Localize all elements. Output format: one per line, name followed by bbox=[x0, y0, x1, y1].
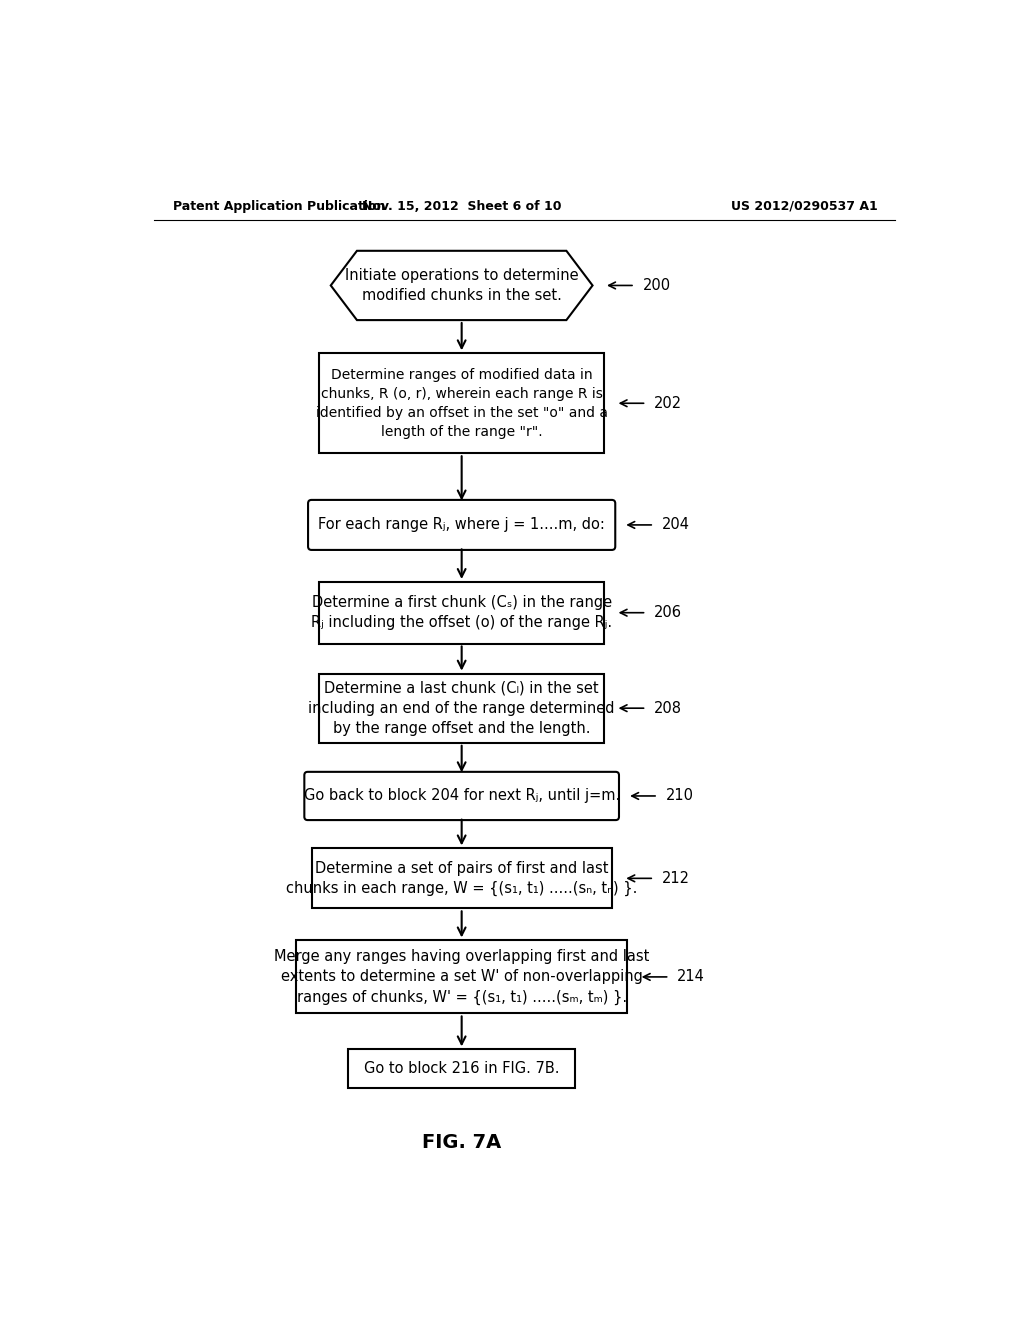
Text: Determine ranges of modified data in
chunks, R (o, r), wherein each range R is
i: Determine ranges of modified data in chu… bbox=[315, 368, 607, 438]
Text: FIG. 7A: FIG. 7A bbox=[422, 1133, 502, 1152]
Text: US 2012/0290537 A1: US 2012/0290537 A1 bbox=[731, 199, 878, 213]
Bar bbox=[319, 673, 604, 743]
Text: Determine a first chunk (Cₛ) in the range
Rⱼ including the offset (o) of the ran: Determine a first chunk (Cₛ) in the rang… bbox=[311, 595, 612, 631]
Bar bbox=[319, 582, 604, 644]
Text: 204: 204 bbox=[662, 517, 690, 532]
Text: 202: 202 bbox=[654, 396, 682, 411]
Text: Initiate operations to determine
modified chunks in the set.: Initiate operations to determine modifie… bbox=[345, 268, 579, 304]
Bar bbox=[296, 940, 628, 1014]
Text: 208: 208 bbox=[654, 701, 682, 715]
Polygon shape bbox=[331, 251, 593, 321]
FancyBboxPatch shape bbox=[308, 500, 615, 550]
Text: Nov. 15, 2012  Sheet 6 of 10: Nov. 15, 2012 Sheet 6 of 10 bbox=[361, 199, 561, 213]
Bar bbox=[311, 849, 611, 908]
Text: Determine a last chunk (Cₗ) in the set
including an end of the range determined
: Determine a last chunk (Cₗ) in the set i… bbox=[308, 680, 614, 737]
Bar bbox=[319, 354, 604, 453]
Text: Patent Application Publication: Patent Application Publication bbox=[173, 199, 385, 213]
Text: 212: 212 bbox=[662, 871, 690, 886]
Text: 214: 214 bbox=[677, 969, 706, 985]
Text: Determine a set of pairs of first and last
chunks in each range, W = {(s₁, t₁) .: Determine a set of pairs of first and la… bbox=[286, 861, 637, 896]
Text: Merge any ranges having overlapping first and last
extents to determine a set W': Merge any ranges having overlapping firs… bbox=[274, 949, 649, 1005]
Text: Go back to block 204 for next Rⱼ, until j=m.: Go back to block 204 for next Rⱼ, until … bbox=[303, 788, 620, 804]
Bar bbox=[348, 1049, 575, 1088]
Text: 210: 210 bbox=[666, 788, 693, 804]
Text: 200: 200 bbox=[643, 279, 671, 293]
Text: Go to block 216 in FIG. 7B.: Go to block 216 in FIG. 7B. bbox=[364, 1061, 559, 1076]
Text: For each range Rⱼ, where j = 1....m, do:: For each range Rⱼ, where j = 1....m, do: bbox=[318, 517, 605, 532]
Text: 206: 206 bbox=[654, 605, 682, 620]
FancyBboxPatch shape bbox=[304, 772, 618, 820]
